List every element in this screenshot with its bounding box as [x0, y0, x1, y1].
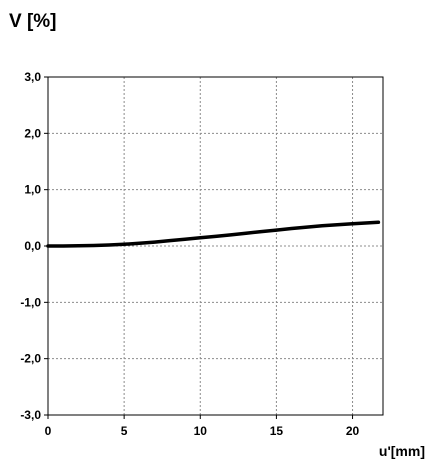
y-tick-label: 1,0 [24, 183, 41, 197]
y-tick-label: -1,0 [20, 295, 41, 309]
x-tick-label: 5 [121, 424, 128, 438]
series-layer [46, 220, 381, 248]
x-tick-label: 20 [346, 424, 360, 438]
series-line [46, 220, 381, 248]
y-axis-label: V [%] [9, 11, 57, 32]
y-tick-label: 3,0 [24, 70, 41, 84]
x-axis-label: u'[mm] [379, 443, 425, 459]
y-tick-label: 2,0 [24, 126, 41, 140]
x-tick-label: 0 [45, 424, 52, 438]
axes [44, 76, 384, 419]
y-tick-label: -3,0 [20, 408, 41, 422]
x-tick-label: 10 [194, 424, 208, 438]
tick-labels: 3,0 2,0 1,0 0,0 -1,0 -2,0 -3,0 0 5 10 15 20 [20, 70, 359, 438]
y-tick-label: -2,0 [20, 352, 41, 366]
x-tick-label: 15 [270, 424, 284, 438]
y-tick-label: 0,0 [24, 239, 41, 253]
